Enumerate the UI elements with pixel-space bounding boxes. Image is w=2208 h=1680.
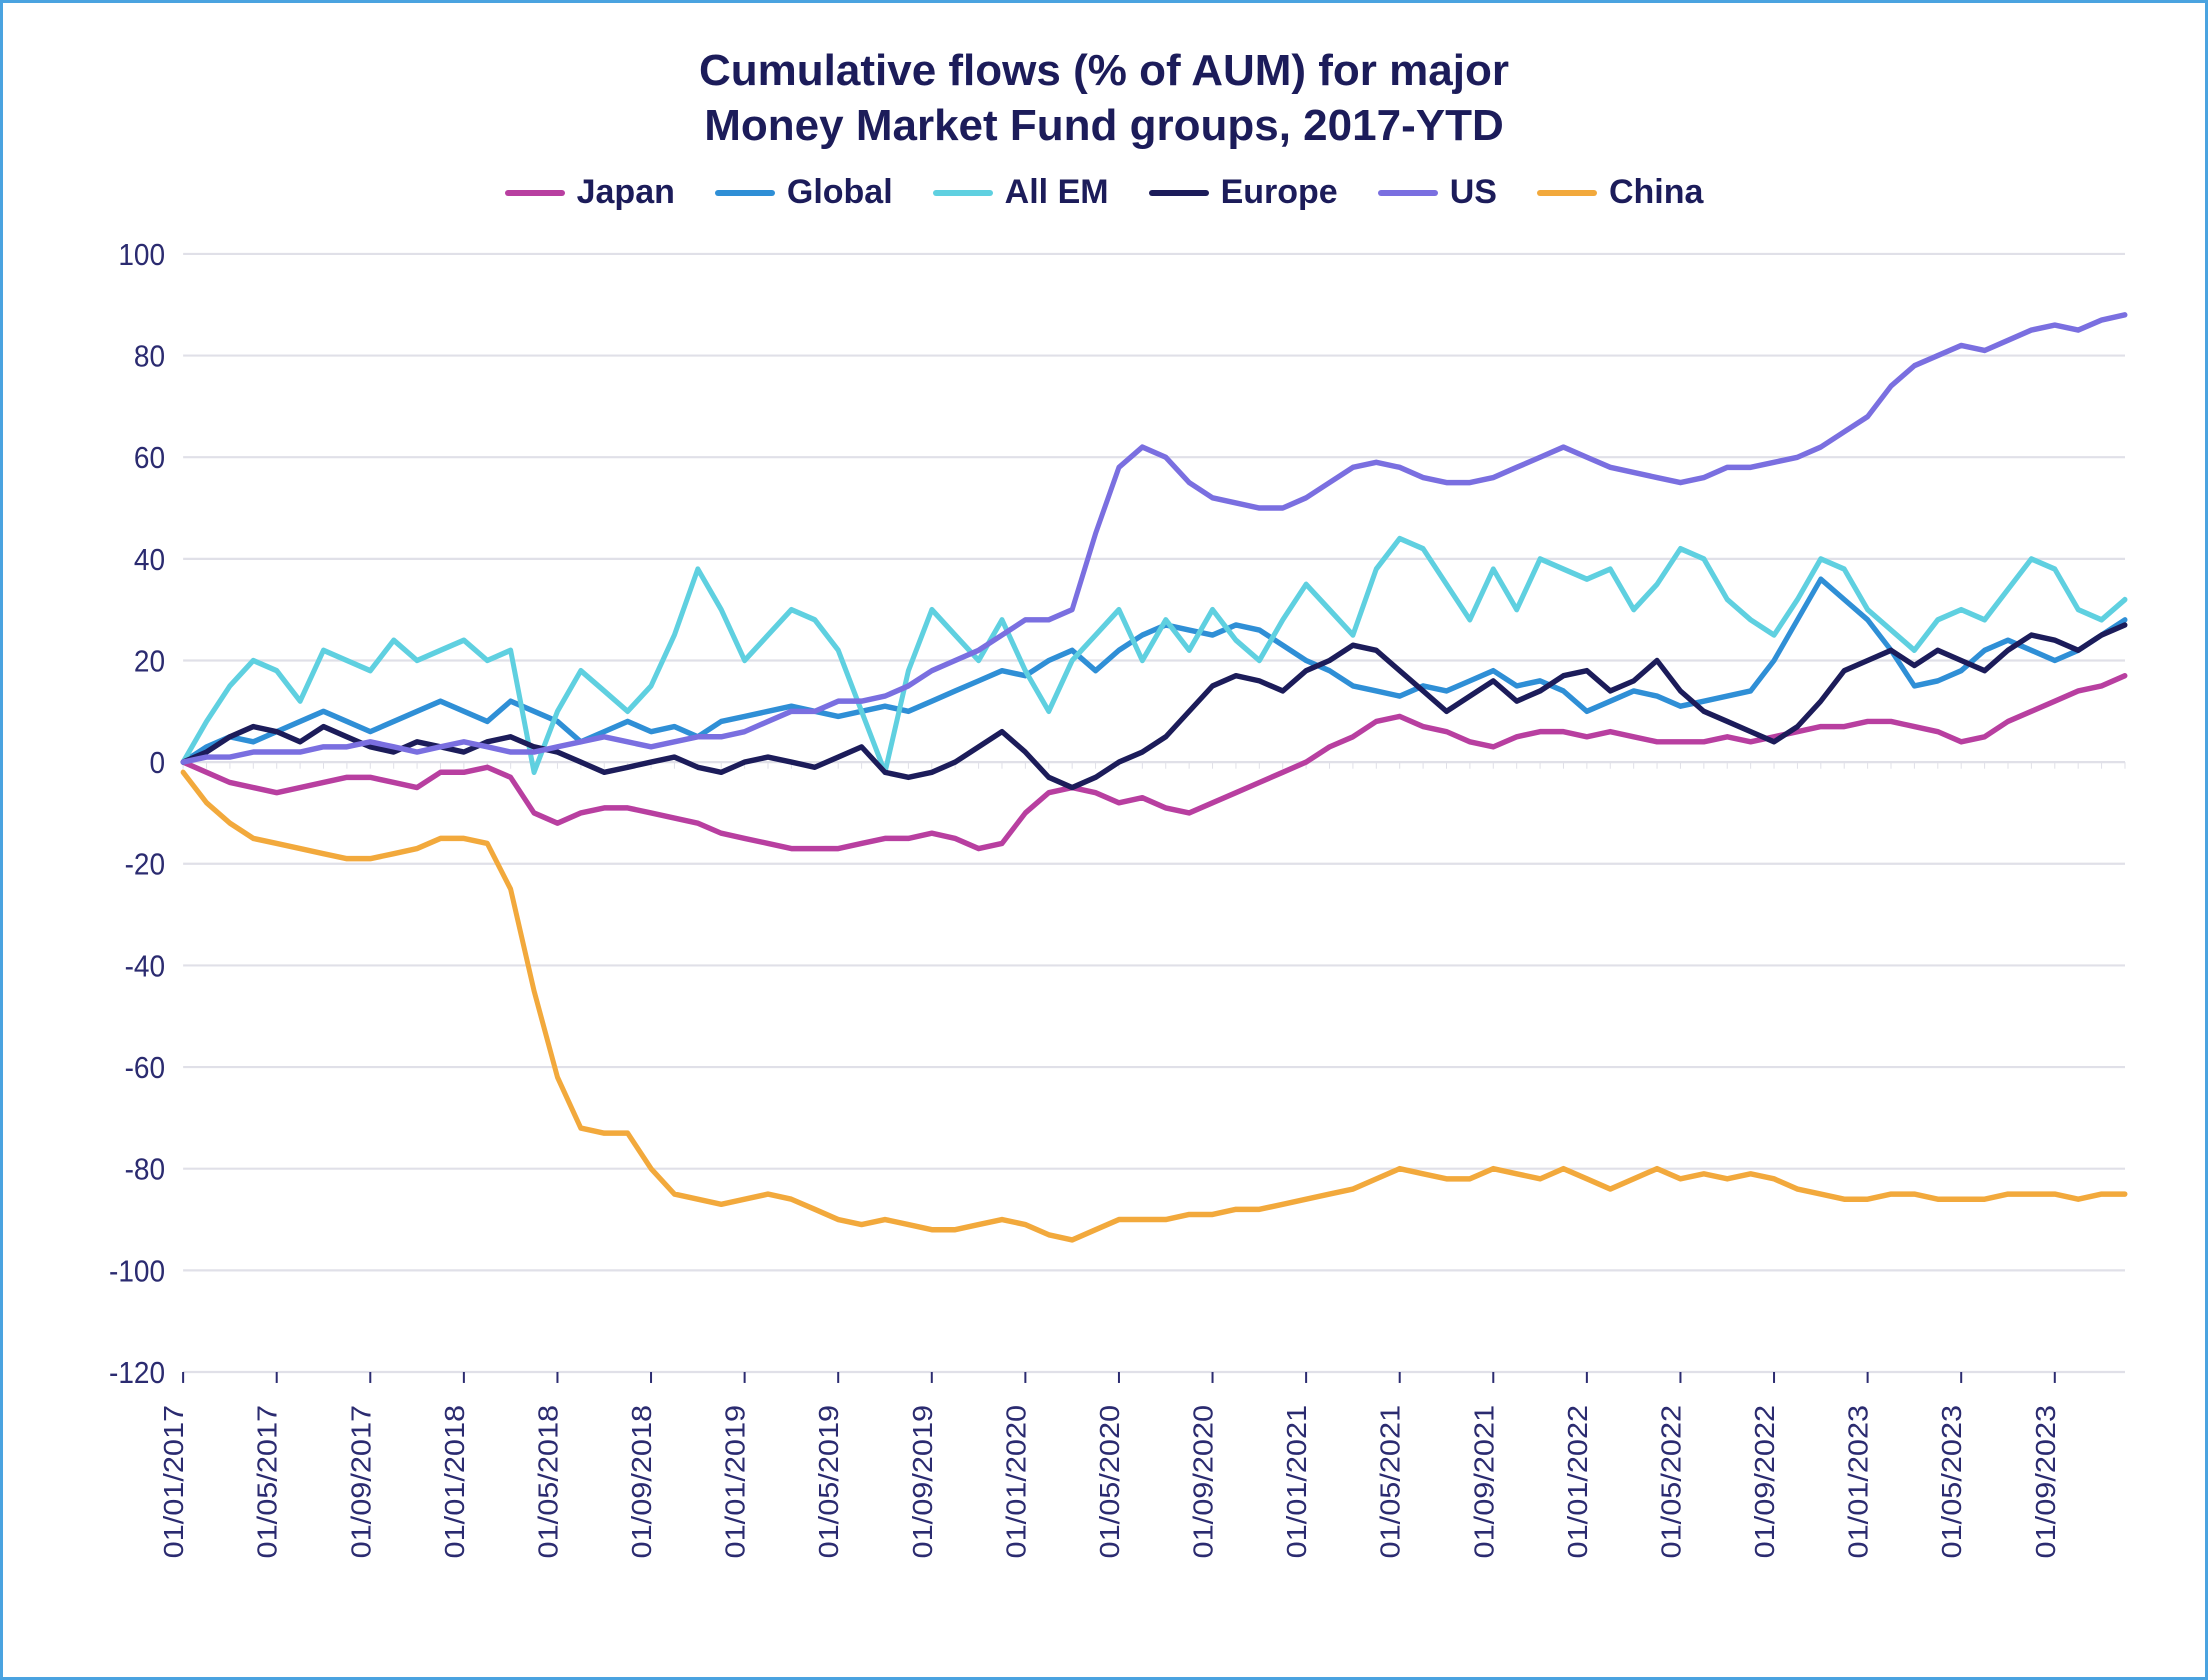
legend-swatch <box>505 190 565 196</box>
x-tick-label: 01/01/2020 <box>1001 1405 1032 1559</box>
plot-area-wrap: -120 -100 -80 -60 -40 -20 0 20 40 60 80 100 01/01/20… <box>53 232 2155 1657</box>
x-tick-label: 01/09/2017 <box>345 1405 376 1559</box>
legend-item: All EM <box>933 173 1109 212</box>
y-tick-label: -100 <box>109 1254 165 1288</box>
legend-item: China <box>1537 173 1703 212</box>
series-line <box>183 538 2125 772</box>
y-tick-label: 80 <box>134 339 165 373</box>
chart-legend: Japan Global All EM Europe US China <box>53 173 2155 212</box>
x-tick-label: 01/05/2021 <box>1375 1405 1406 1559</box>
series-line <box>183 579 2125 762</box>
title-line-2: Money Market Fund groups, 2017-YTD <box>704 101 1503 150</box>
x-tick-label: 01/05/2017 <box>252 1405 283 1559</box>
x-tick-label: 01/05/2022 <box>1656 1405 1687 1559</box>
legend-swatch <box>933 190 993 196</box>
legend-label: Europe <box>1221 173 1338 212</box>
chart-title: Cumulative flows (% of AUM) for major Mo… <box>53 43 2155 153</box>
y-tick-label: -60 <box>125 1051 165 1085</box>
x-tick-label: 01/01/2017 <box>158 1405 189 1559</box>
legend-swatch <box>1537 190 1597 196</box>
x-tick-label: 01/01/2021 <box>1281 1405 1312 1559</box>
y-tick-label: 20 <box>134 644 165 678</box>
legend-item: Japan <box>505 173 675 212</box>
x-tick-label: 01/01/2022 <box>1562 1405 1593 1559</box>
x-tick-label: 01/05/2019 <box>813 1405 844 1559</box>
x-tick-label: 01/09/2023 <box>2030 1405 2061 1559</box>
legend-swatch <box>1378 190 1438 196</box>
legend-label: Japan <box>577 173 675 212</box>
x-tick-label: 01/09/2018 <box>626 1405 657 1559</box>
legend-label: Global <box>787 173 893 212</box>
legend-swatch <box>1149 190 1209 196</box>
x-tick-label: 01/09/2019 <box>907 1405 938 1559</box>
y-tick-label: 100 <box>118 238 165 272</box>
legend-label: US <box>1450 173 1497 212</box>
x-tick-label: 01/09/2020 <box>1188 1405 1219 1559</box>
x-tick-label: 01/01/2019 <box>720 1405 751 1559</box>
x-tick-label: 01/01/2018 <box>439 1405 470 1559</box>
title-line-1: Cumulative flows (% of AUM) for major <box>699 46 1509 95</box>
x-tick-label: 01/01/2023 <box>1843 1405 1874 1559</box>
y-tick-label: 40 <box>134 543 165 577</box>
x-tick-label: 01/05/2020 <box>1094 1405 1125 1559</box>
series-line <box>183 315 2125 762</box>
y-tick-label: 0 <box>150 746 166 780</box>
line-chart: -120 -100 -80 -60 -40 -20 0 20 40 60 80 100 01/01/20… <box>53 232 2155 1657</box>
legend-label: China <box>1609 173 1703 212</box>
legend-item: Europe <box>1149 173 1338 212</box>
legend-label: All EM <box>1005 173 1109 212</box>
y-tick-label: -20 <box>125 848 165 882</box>
y-tick-label: 60 <box>134 441 165 475</box>
chart-container: Cumulative flows (% of AUM) for major Mo… <box>0 0 2208 1680</box>
legend-item: US <box>1378 173 1497 212</box>
y-tick-label: -80 <box>125 1153 165 1187</box>
legend-item: Global <box>715 173 893 212</box>
x-tick-label: 01/05/2018 <box>533 1405 564 1559</box>
x-tick-label: 01/05/2023 <box>1936 1405 1967 1559</box>
x-tick-label: 01/09/2021 <box>1468 1405 1499 1559</box>
legend-swatch <box>715 190 775 196</box>
y-tick-label: -120 <box>109 1356 165 1390</box>
y-tick-label: -40 <box>125 949 165 983</box>
x-tick-label: 01/09/2022 <box>1749 1405 1780 1559</box>
